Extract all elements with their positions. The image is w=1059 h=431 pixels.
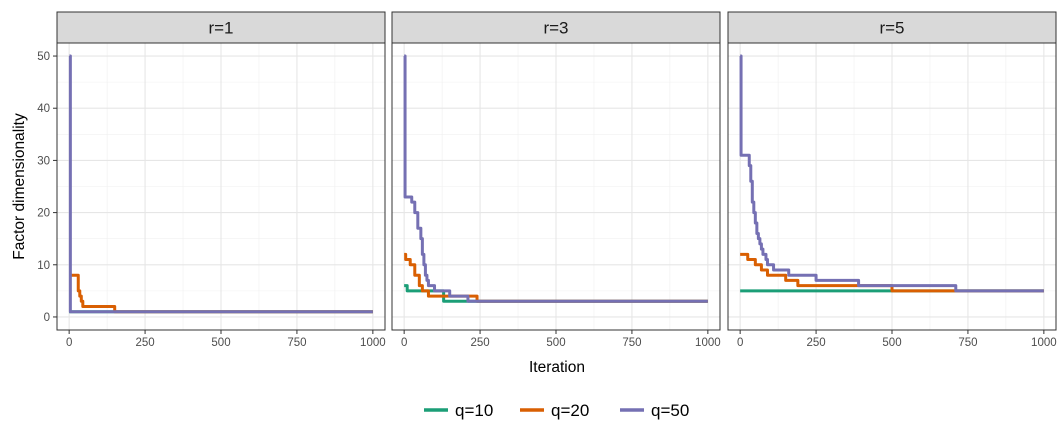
panel-r-1: r=1 0 250 500 750 1000 0 10 20 30 40 50 — [37, 11, 386, 349]
y-tick-label: 10 — [37, 260, 50, 272]
legend-label: q=50 — [651, 401, 689, 420]
x-tick-label: 750 — [287, 337, 306, 349]
series-line-q-50 — [68, 54, 373, 314]
legend-item-q-20: q=20 — [520, 401, 589, 420]
x-tick-label: 0 — [401, 337, 407, 349]
x-tick-label: 500 — [211, 337, 230, 349]
series-line-q-20 — [69, 273, 373, 314]
panel-r-5: r=5 0 250 500 750 1000 — [727, 11, 1057, 349]
y-tick-label: 0 — [44, 312, 50, 324]
legend: q=10 q=20 q=50 — [424, 401, 689, 420]
x-tick-label: 500 — [882, 337, 901, 349]
facet-strip — [56, 11, 386, 44]
legend-label: q=10 — [455, 401, 493, 420]
x-tick-label: 250 — [135, 337, 154, 349]
legend-label: q=20 — [551, 401, 589, 420]
x-tick-label: 0 — [66, 337, 72, 349]
x-tick-label: 1000 — [1031, 337, 1057, 349]
x-tick-label: 500 — [546, 337, 565, 349]
y-tick-label: 20 — [37, 208, 50, 220]
x-tick-label: 750 — [622, 337, 641, 349]
x-tick-label: 1000 — [360, 337, 386, 349]
x-axis-title: Iteration — [529, 359, 585, 376]
x-tick-label: 750 — [958, 337, 977, 349]
series-line-q-50 — [403, 54, 708, 303]
series-line-q-50 — [739, 54, 1044, 293]
x-tick-label: 1000 — [695, 337, 721, 349]
facet-title: r=5 — [879, 19, 904, 38]
x-tick-label: 0 — [737, 337, 743, 349]
legend-item-q-50: q=50 — [620, 401, 689, 420]
y-axis-title: Factor dimensionality — [11, 113, 28, 260]
legend-item-q-10: q=10 — [424, 401, 493, 420]
x-tick-label: 250 — [470, 337, 489, 349]
x-tick-label: 250 — [806, 337, 825, 349]
panel-r-3: r=3 0 250 500 750 1000 — [391, 11, 721, 349]
facet-title: r=1 — [208, 19, 233, 38]
y-tick-label: 40 — [37, 103, 50, 115]
y-tick-label: 50 — [37, 51, 50, 63]
y-tick-label: 30 — [37, 155, 50, 167]
facet-title: r=3 — [543, 19, 568, 38]
